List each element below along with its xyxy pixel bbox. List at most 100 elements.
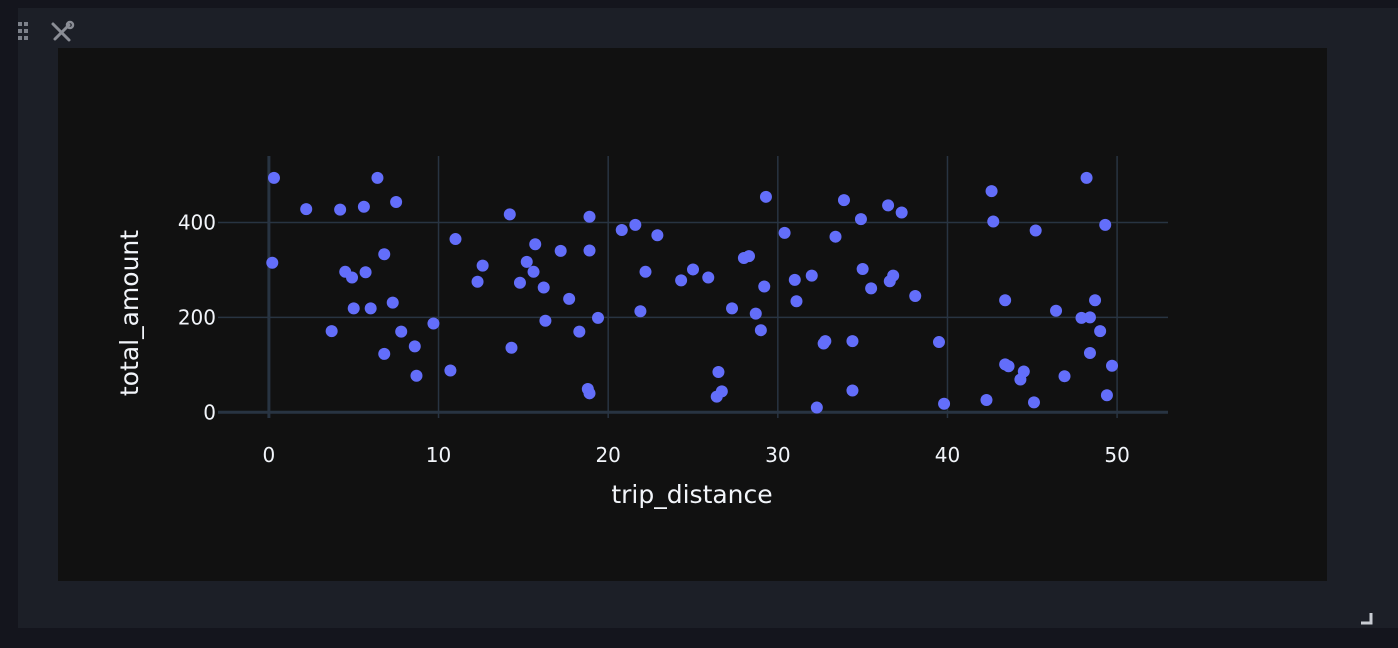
scatter-point[interactable] <box>364 302 377 315</box>
scatter-point[interactable] <box>334 203 347 216</box>
scatter-point[interactable] <box>449 233 462 246</box>
scatter-point[interactable] <box>1106 359 1119 372</box>
scatter-point[interactable] <box>778 226 791 239</box>
scatter-point[interactable] <box>583 387 596 400</box>
scatter-point[interactable] <box>410 369 423 382</box>
scatter-point[interactable] <box>529 238 542 251</box>
scatter-point[interactable] <box>583 210 596 223</box>
scatter-point[interactable] <box>1083 346 1096 359</box>
scatter-point[interactable] <box>378 347 391 360</box>
scatter-point[interactable] <box>537 281 550 294</box>
scatter-point[interactable] <box>503 208 516 221</box>
scatter-point[interactable] <box>1080 171 1093 184</box>
scatter-point[interactable] <box>1017 365 1030 378</box>
scatter-point[interactable] <box>788 273 801 286</box>
drag-grid-icon[interactable] <box>18 22 36 44</box>
scatter-point[interactable] <box>1002 360 1015 373</box>
scatter-point[interactable] <box>805 269 818 282</box>
scatter-point[interactable] <box>267 171 280 184</box>
scatter-point[interactable] <box>266 256 279 269</box>
scatter-point[interactable] <box>675 274 688 287</box>
scatter-point[interactable] <box>829 230 842 243</box>
scatter-point[interactable] <box>1083 311 1096 324</box>
scatter-point[interactable] <box>938 397 951 410</box>
scatter-point[interactable] <box>1089 294 1102 307</box>
scatter-point[interactable] <box>573 325 586 338</box>
scatter-point[interactable] <box>651 229 664 242</box>
scatter-point[interactable] <box>371 171 384 184</box>
scatter-point[interactable] <box>359 266 372 279</box>
scatter-point[interactable] <box>1099 218 1112 231</box>
scatter-point[interactable] <box>687 263 699 276</box>
scatter-point[interactable] <box>819 335 832 348</box>
scatter-point[interactable] <box>1094 325 1107 338</box>
scatter-point[interactable] <box>837 194 850 207</box>
scatter-point[interactable] <box>758 280 771 293</box>
x-tick-label: 40 <box>935 443 960 467</box>
scatter-point[interactable] <box>300 203 313 216</box>
scatter-point[interactable] <box>742 250 755 263</box>
scatter-point[interactable] <box>882 199 895 212</box>
scatter-point[interactable] <box>909 290 922 303</box>
scatter-point[interactable] <box>759 190 772 203</box>
scatter-point[interactable] <box>629 218 642 231</box>
scatter-point[interactable] <box>726 302 739 315</box>
scatter-point[interactable] <box>887 269 900 282</box>
scatter-point[interactable] <box>854 213 867 226</box>
scatter-point[interactable] <box>471 275 484 288</box>
scatter-point[interactable] <box>554 244 567 257</box>
y-tick-label: 400 <box>178 210 216 234</box>
scatter-point[interactable] <box>846 384 859 397</box>
scatter-point[interactable] <box>615 224 628 237</box>
wrench-screwdriver-icon[interactable] <box>48 20 76 46</box>
scatter-point[interactable] <box>985 185 998 198</box>
scatter-point[interactable] <box>520 255 533 268</box>
scatter-point[interactable] <box>634 305 647 318</box>
scatter-point[interactable] <box>1050 304 1063 317</box>
resize-corner-icon[interactable] <box>1358 610 1374 625</box>
scatter-point[interactable] <box>386 296 399 309</box>
scatter-chart: 0 10 20 30 40 50 0 200 400 trip_distance total_a… <box>115 156 1168 509</box>
scatter-point[interactable] <box>754 324 767 337</box>
scatter-point[interactable] <box>1075 311 1088 324</box>
scatter-point[interactable] <box>346 271 359 284</box>
scatter-point[interactable] <box>357 200 370 213</box>
scatter-point[interactable] <box>1058 370 1071 383</box>
scatter-point[interactable] <box>444 364 457 377</box>
scatter-point[interactable] <box>347 302 360 315</box>
scatter-point[interactable] <box>715 385 728 398</box>
scatter-point[interactable] <box>895 206 908 219</box>
scatter-point[interactable] <box>325 325 338 338</box>
scatter-point[interactable] <box>810 401 823 414</box>
scatter-point[interactable] <box>865 282 878 295</box>
scatter-point[interactable] <box>592 311 604 324</box>
y-tick-label: 0 <box>203 400 216 424</box>
scatter-point[interactable] <box>639 265 652 278</box>
scatter-point[interactable] <box>539 314 552 327</box>
scatter-point[interactable] <box>427 317 440 330</box>
scatter-point[interactable] <box>749 307 762 320</box>
scatter-point[interactable] <box>408 340 421 353</box>
scatter-point[interactable] <box>987 215 1000 228</box>
scatter-point[interactable] <box>505 341 518 354</box>
scatter-point[interactable] <box>932 336 945 349</box>
scatter-point[interactable] <box>390 196 403 209</box>
scatter-point[interactable] <box>790 295 803 308</box>
scatter-point[interactable] <box>846 335 859 348</box>
scatter-point[interactable] <box>395 325 408 338</box>
scatter-point[interactable] <box>980 393 993 406</box>
scatter-point[interactable] <box>563 292 576 305</box>
scatter-point[interactable] <box>527 265 540 278</box>
scatter-point[interactable] <box>1027 396 1040 409</box>
scatter-point[interactable] <box>378 248 391 261</box>
scatter-point[interactable] <box>1100 389 1113 402</box>
scatter-point[interactable] <box>476 259 489 272</box>
scatter-point[interactable] <box>856 262 869 275</box>
scatter-point[interactable] <box>712 365 725 378</box>
scatter-point[interactable] <box>999 294 1012 307</box>
x-tick-label: 10 <box>426 443 451 467</box>
scatter-point[interactable] <box>1029 224 1042 237</box>
scatter-point[interactable] <box>583 244 596 257</box>
scatter-point[interactable] <box>702 271 715 284</box>
scatter-point[interactable] <box>513 276 526 289</box>
